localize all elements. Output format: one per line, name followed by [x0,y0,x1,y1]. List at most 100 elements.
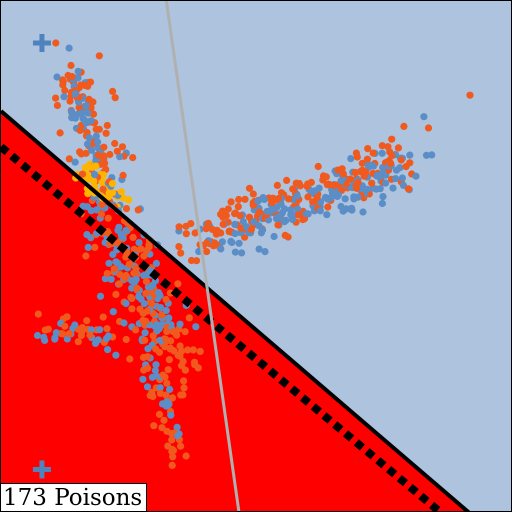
data-point-758 [378,199,386,208]
data-point-113 [396,164,404,172]
data-point-838 [270,232,278,241]
data-point-581 [162,391,170,399]
data-point-595 [315,184,323,192]
data-point-480 [117,188,125,196]
data-point-608 [132,264,140,272]
data-point-821 [82,102,90,110]
data-point-584 [398,174,406,182]
data-point-117 [152,259,160,267]
data-point-543 [85,175,93,183]
data-point-593 [102,129,110,137]
data-point-567 [249,201,257,209]
data-point-787 [103,121,111,130]
data-point-122 [203,248,211,256]
data-point-748 [167,411,175,419]
data-point-326 [116,270,124,279]
data-point-709 [71,321,79,329]
data-point-800 [142,317,150,325]
data-point-342 [174,280,182,288]
data-point-305 [379,193,387,201]
data-point-681 [374,172,382,180]
data-point-823 [78,170,87,178]
decision-boundary [1,109,471,511]
data-point-835 [67,107,76,116]
data-point-721 [296,182,304,190]
data-point-757 [159,371,167,379]
data-point-857 [65,44,73,52]
data-point-713 [236,212,244,220]
data-point-816 [166,385,174,393]
data-point-573 [60,93,68,101]
data-point-806 [316,207,324,215]
data-point-703 [122,226,130,235]
data-point-707 [389,184,397,192]
data-point-249 [99,313,107,321]
data-point-556 [141,336,149,344]
data-point-631 [103,269,111,278]
data-point-754 [133,284,141,292]
data-point-650 [109,87,117,95]
data-point-256 [181,328,189,336]
data-point-783 [113,147,121,155]
data-point-837 [227,198,235,206]
data-point-565 [140,300,148,308]
data-point-750 [41,336,49,345]
data-point-183 [115,280,123,288]
plus-marker-0 [32,33,51,52]
data-point-667 [367,161,375,169]
data-point-780 [295,211,303,219]
data-point-746 [204,219,212,227]
data-point-843 [120,319,128,327]
data-point-586 [71,158,79,166]
data-point-648 [83,140,92,148]
data-point-492 [165,314,173,322]
data-point-775 [146,391,154,400]
data-point-845 [307,178,315,186]
data-point-769 [87,207,95,215]
poison-count-label: 173 Poisons [1,483,148,511]
data-point-766 [259,226,267,234]
data-point-332 [182,230,190,238]
data-point-393 [34,310,42,318]
data-point-636 [400,122,408,130]
data-point-412 [103,325,111,333]
data-point-137 [277,189,286,197]
data-point-618 [82,252,90,260]
data-point-324 [412,172,420,180]
data-point-729 [91,171,99,179]
data-point-289 [189,346,197,354]
data-point-723 [273,203,281,211]
data-point-834 [168,445,176,454]
data-point-204 [249,190,257,198]
data-point-181 [219,220,227,228]
data-point-293 [231,248,239,256]
data-point-724 [254,197,262,205]
data-point-827 [337,177,345,185]
data-point-465 [76,148,84,156]
data-point-625 [96,326,104,334]
data-point-533 [144,364,152,372]
data-point-820 [378,142,386,150]
data-point-428 [168,461,176,469]
data-point-576 [213,226,221,234]
data-point-765 [191,361,199,369]
data-point-777 [309,198,317,206]
data-point-220 [141,329,149,337]
data-point-619 [175,223,183,231]
data-point-785 [203,239,211,247]
data-point-753 [112,290,120,298]
data-point-844 [68,72,76,81]
data-point-476 [428,151,436,159]
data-point-708 [136,305,144,313]
data-point-739 [285,195,293,203]
data-point-706 [118,233,126,242]
data-point-366 [84,243,92,251]
data-point-514 [53,73,61,81]
data-point-216 [283,176,291,184]
data-point-805 [163,328,171,336]
data-point-64 [91,243,99,251]
data-point-813 [269,194,277,202]
data-point-815 [143,246,151,254]
